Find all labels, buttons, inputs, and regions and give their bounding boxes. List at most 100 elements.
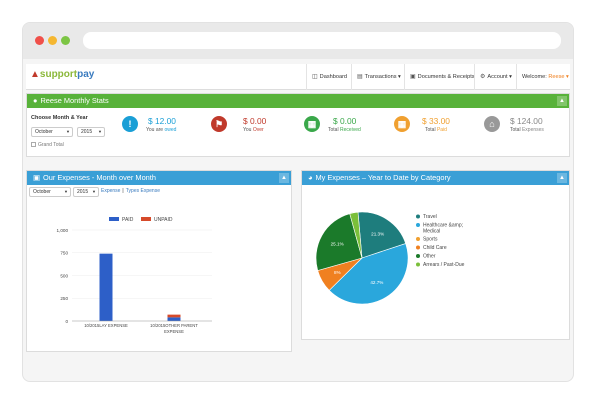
types-expense-link[interactable]: Types Expense [125, 188, 160, 194]
stat-received-prefix: Total [328, 127, 340, 133]
briefcase-icon: ▣ [33, 173, 40, 182]
collapse-icon[interactable]: ▲ [557, 96, 567, 106]
stat-expenses-prefix: Total [510, 127, 522, 133]
stat-received-hl: Received [339, 127, 361, 133]
legend-label: Child Care [423, 245, 447, 251]
money-icon: ▦ [304, 116, 320, 132]
home-icon: ⌂ [484, 116, 500, 132]
grand-total-checkbox[interactable]: Grand Total [31, 142, 64, 148]
y-tick-label: 0 [65, 319, 68, 324]
alert-icon: ! [122, 116, 138, 132]
stat-received-label: Total Received [328, 127, 361, 133]
stat-expenses-label: Total Expenses [510, 127, 544, 133]
minimize-dot[interactable] [48, 36, 57, 45]
expense-link[interactable]: Expense [101, 188, 121, 194]
stat-owed-label: You are owed [146, 127, 176, 133]
legend-label: Arrears / Past-Due [423, 262, 465, 268]
welcome-user: Reese ▾ [548, 74, 569, 80]
stat-paid-label: Total Paid [425, 127, 447, 133]
stat-paid: ▦ $ 33.00 Total Paid [394, 110, 469, 138]
legend-swatch [416, 245, 420, 250]
cash-icon: ▦ [394, 116, 410, 132]
category-panel: ◕ My Expenses – Year to Date by Category … [301, 170, 570, 340]
month-select[interactable]: October ▼ [31, 127, 73, 137]
chevron-down-icon: ▼ [66, 129, 70, 134]
link-separator: || [121, 188, 125, 194]
stat-received: ▦ $ 0.00 Total Received [304, 110, 389, 138]
expenses-month-select[interactable]: October ▼ [29, 187, 71, 197]
bar-paid [167, 317, 181, 321]
year-select[interactable]: 2015 ▼ [77, 127, 105, 137]
legend-label: Other [423, 254, 436, 260]
nav-welcome[interactable]: Welcome: Reese ▾ [516, 64, 574, 90]
stat-paid-prefix: Total [425, 127, 437, 133]
stat-owed-hl: owed [164, 127, 177, 133]
year-select-value: 2015 [81, 129, 93, 135]
logo[interactable]: ▲supportpay [30, 69, 94, 80]
legend-label-cont: Medical [423, 229, 440, 235]
expenses-panel: ▣ Our Expenses - Month over Month ▲ Octob… [26, 170, 292, 352]
y-tick-label: 500 [60, 273, 68, 278]
stat-over-hl: Over [252, 127, 264, 133]
chevron-down-icon: ▼ [64, 189, 68, 194]
gear-icon: ⚙ [480, 74, 486, 80]
top-navbar: ▲supportpay ◫ Dashboard ▤ Transactions ▾ ▣… [26, 64, 570, 90]
nav-documents[interactable]: ▣ Documents & Receipts [404, 64, 480, 90]
expenses-panel-title: Our Expenses - Month over Month [42, 173, 156, 182]
collapse-icon[interactable]: ▲ [279, 173, 289, 183]
nav-documents-label: Documents & Receipts [417, 74, 475, 80]
legend-swatch [416, 254, 420, 258]
chevron-down-icon: ▼ [98, 129, 102, 134]
legend-unpaid-label: UNPAID [154, 217, 173, 223]
chevron-down-icon: ▼ [92, 189, 96, 194]
pie-slice [315, 213, 363, 271]
monthly-stats-title: Reese Monthly Stats [40, 96, 109, 105]
address-bar[interactable] [83, 32, 561, 49]
legend-unpaid-swatch [141, 217, 151, 221]
nav-transactions[interactable]: ▤ Transactions ▾ [351, 64, 406, 90]
nav-dashboard-label: Dashboard [319, 74, 348, 80]
welcome-label: Welcome: [522, 74, 547, 80]
collapse-icon[interactable]: ▲ [557, 173, 567, 183]
grand-total-label: Grand Total [38, 142, 64, 148]
stat-paid-hl: Paid [436, 127, 447, 133]
expense-links: Expense || Types Expense [101, 188, 160, 194]
stat-received-value: $ 0.00 [333, 116, 357, 126]
y-tick-label: 1,000 [57, 228, 69, 233]
stat-over-label: You Over [243, 127, 264, 133]
close-dot[interactable] [35, 36, 44, 45]
legend-paid-swatch [109, 217, 119, 221]
pie-slice-label: 21.3% [371, 232, 384, 237]
pie-slice-label: 42.7% [370, 280, 383, 285]
x-tick-label: EXPENSE [164, 329, 184, 334]
pie-slice [349, 211, 363, 259]
expenses-year-select[interactable]: 2015 ▼ [73, 187, 99, 197]
expenses-panel-header: ▣ Our Expenses - Month over Month ▲ [27, 171, 291, 185]
legend-swatch [416, 214, 420, 219]
nav-transactions-label: Transactions ▾ [364, 74, 401, 80]
legend-paid-label: PAID [122, 217, 134, 223]
stat-owed-prefix: You are [146, 127, 165, 133]
pie-chart: 21.3% 42.7% 8% 25.1% Travel Healthcare &amp;M… [315, 211, 465, 305]
nav-dashboard[interactable]: ◫ Dashboard [306, 64, 352, 90]
transactions-icon: ▤ [357, 74, 363, 80]
pie-icon: ◕ [308, 173, 313, 182]
legend-label: Healthcare &amp; [423, 223, 463, 229]
maximize-dot[interactable] [61, 36, 70, 45]
y-tick-label: 750 [60, 251, 68, 256]
legend-swatch [416, 262, 420, 267]
bar-unpaid [167, 314, 181, 318]
legend-label: Sports [423, 237, 438, 243]
stat-expenses: ⌂ $ 124.00 Total Expenses [484, 110, 564, 138]
category-panel-title: My Expenses – Year to Date by Category [315, 173, 451, 182]
stat-over: ⚑ $ 0.00 You Over [211, 110, 286, 138]
legend-label: Travel [423, 214, 437, 220]
pie-slice-label: 25.1% [331, 242, 344, 247]
documents-icon: ▣ [410, 74, 416, 80]
stat-expenses-value: $ 124.00 [510, 116, 543, 126]
expenses-year-value: 2015 [77, 189, 89, 195]
user-icon: ● [33, 96, 38, 105]
x-tick-label: 10/2015LAY EXPENSE [84, 323, 128, 328]
nav-account[interactable]: ⚙ Account ▾ [474, 64, 517, 90]
bar-paid [99, 253, 113, 321]
